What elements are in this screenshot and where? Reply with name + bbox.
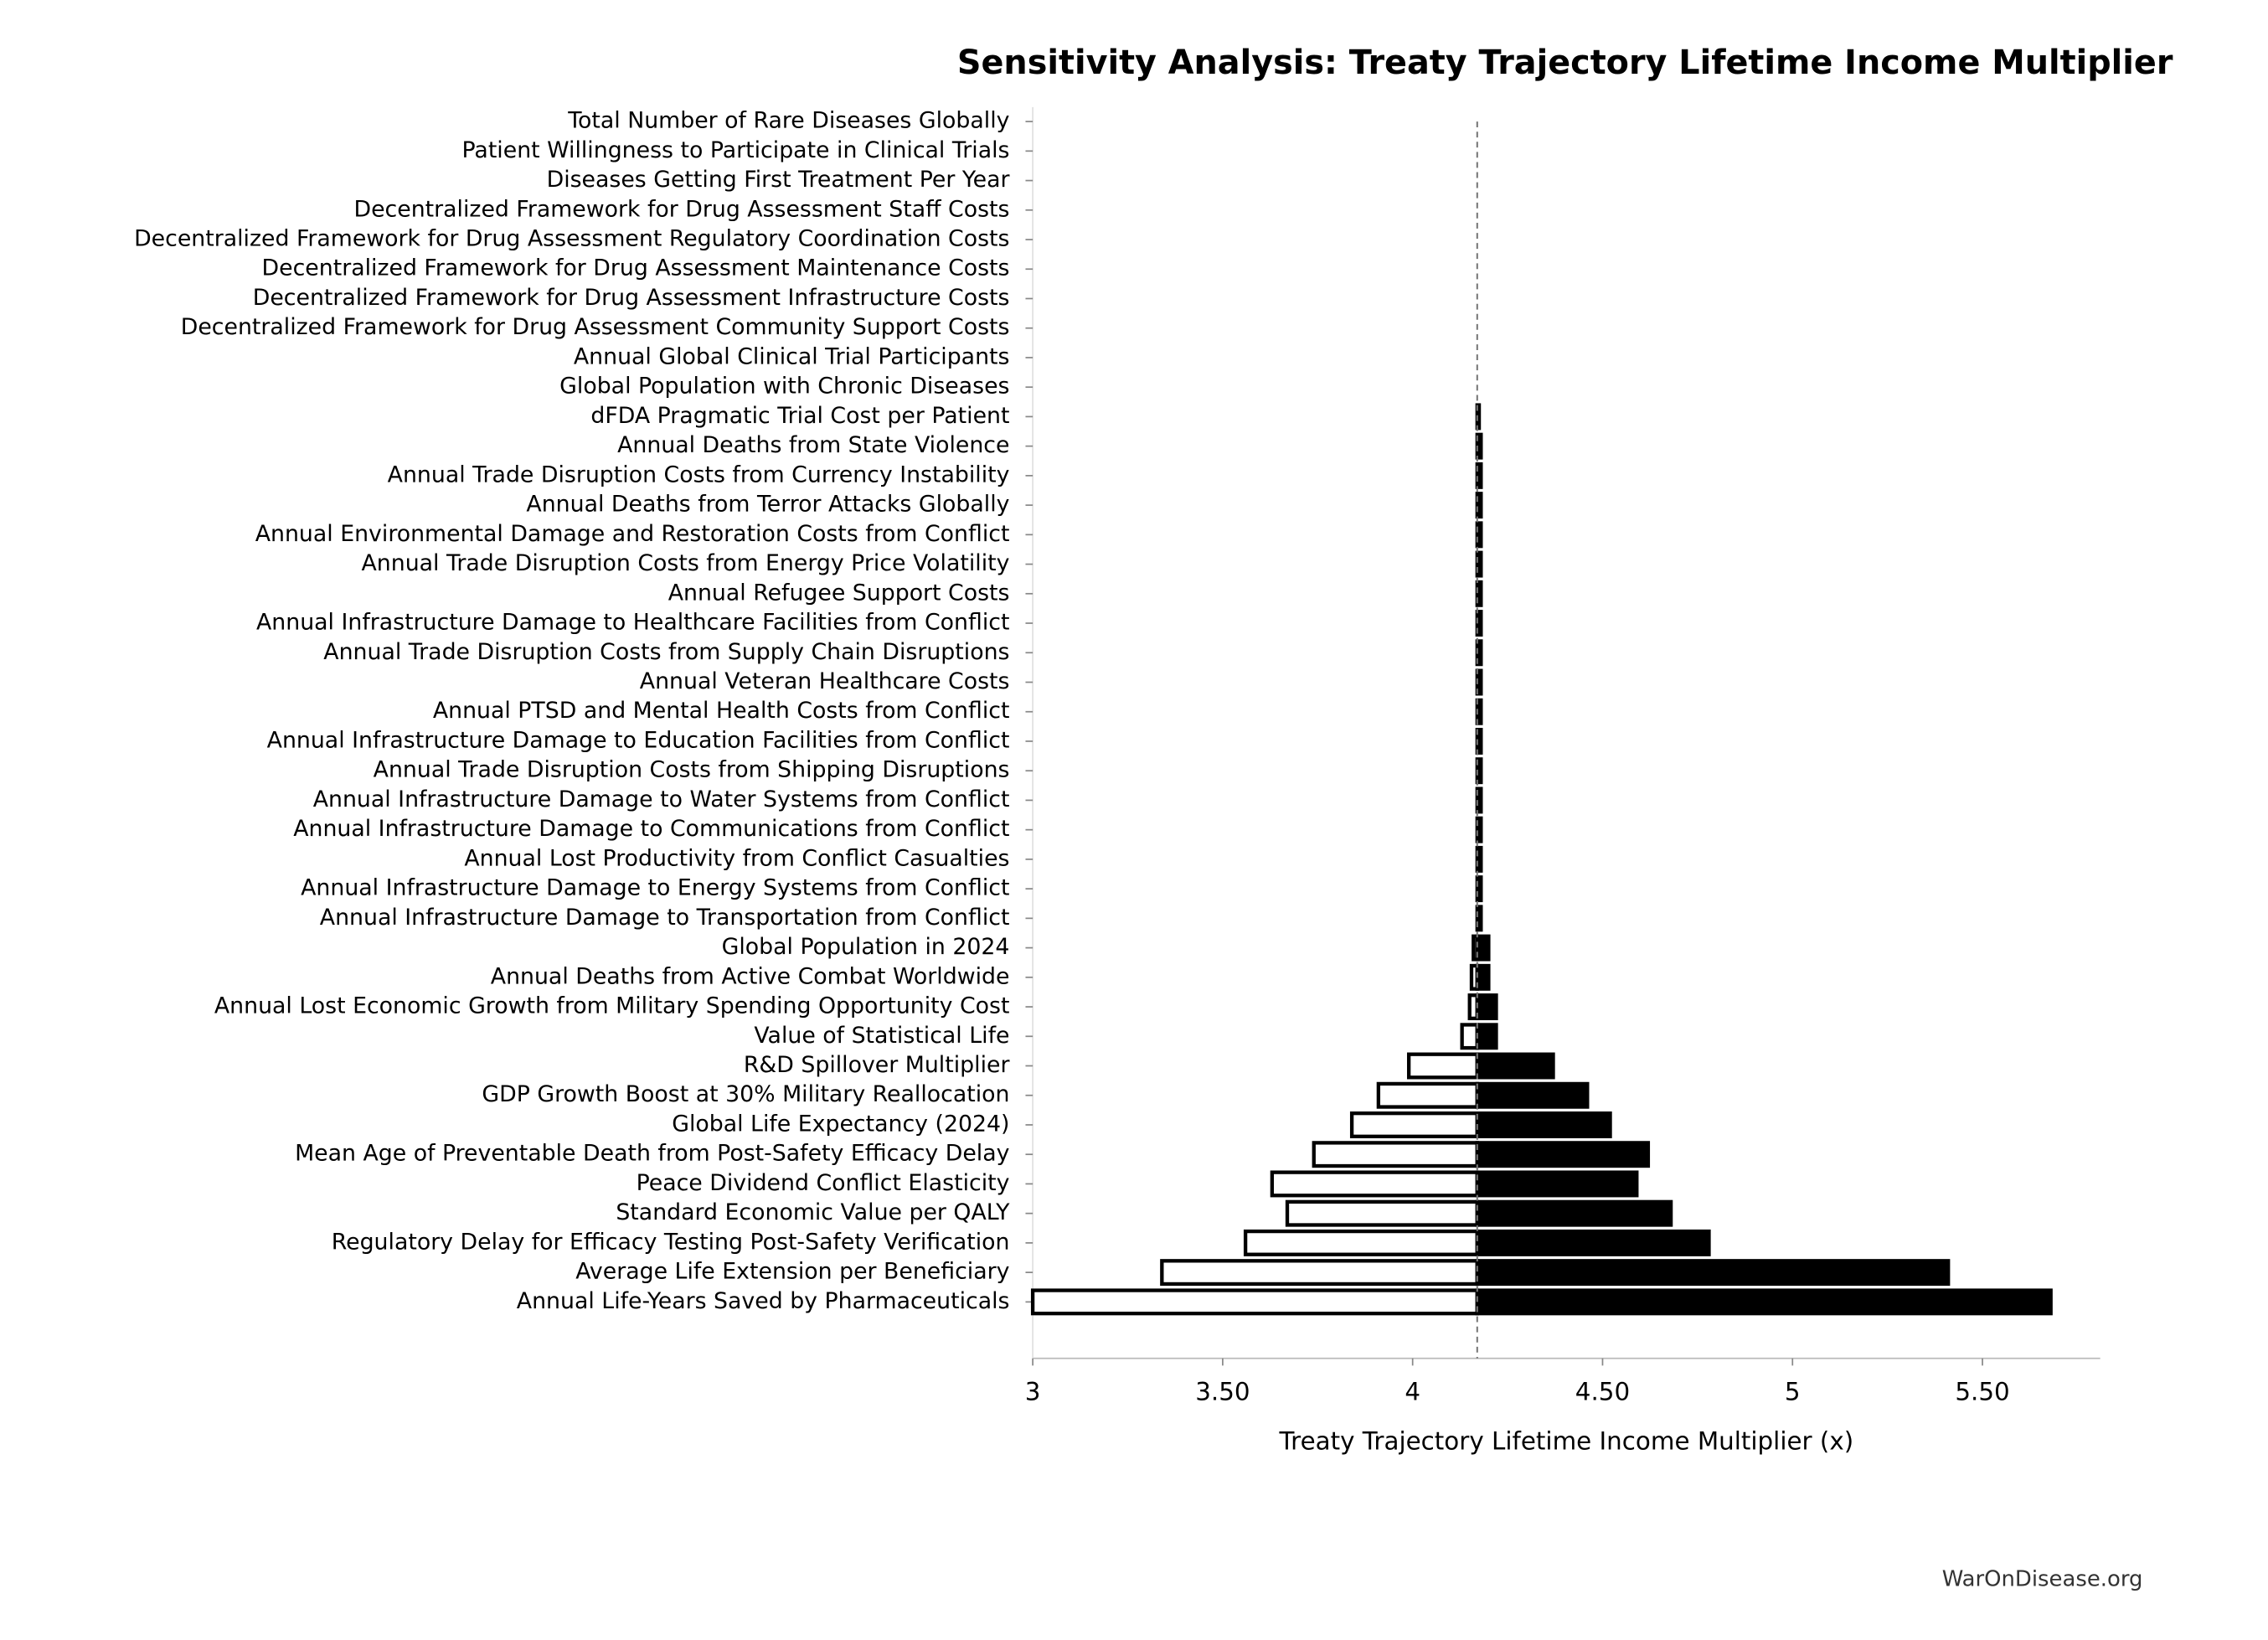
low-bar (1243, 1229, 1479, 1256)
y-tick-label: Annual Deaths from Terror Attacks Global… (526, 492, 1009, 518)
y-tick-label: Patient Willingness to Participate in Cl… (462, 137, 1010, 163)
high-bar (1475, 905, 1483, 932)
low-bar (1030, 1288, 1479, 1316)
y-tick-label: Value of Statistical Life (754, 1023, 1009, 1049)
y-tick-label: Annual Infrastructure Damage to Water Sy… (313, 786, 1010, 812)
high-bar (1475, 993, 1498, 1021)
high-bar (1475, 1229, 1711, 1256)
low-bar (1285, 1199, 1479, 1227)
low-bar (1460, 1023, 1479, 1050)
y-tick-label: Annual Veteran Healthcare Costs (640, 668, 1010, 694)
x-axis-label: Treaty Trajectory Lifetime Income Multip… (1279, 1426, 1854, 1455)
high-bar (1475, 521, 1483, 549)
y-tick-label: Annual Trade Disruption Costs from Energ… (362, 550, 1010, 576)
low-bar (1349, 1111, 1479, 1138)
y-tick-label: Regulatory Delay for Efficacy Testing Po… (332, 1229, 1010, 1255)
high-bar (1475, 816, 1483, 843)
y-tick-label: GDP Growth Boost at 30% Military Realloc… (482, 1081, 1009, 1107)
y-tick-label: Annual Lost Economic Growth from Militar… (214, 993, 1010, 1019)
low-bar (1160, 1259, 1479, 1287)
y-tick-label: Annual Refugee Support Costs (668, 580, 1010, 606)
high-bar (1475, 1141, 1651, 1168)
y-tick-label: Decentralized Framework for Drug Assessm… (253, 285, 1010, 311)
high-bar (1475, 580, 1483, 607)
high-bar (1475, 963, 1491, 991)
high-bar (1475, 492, 1483, 519)
high-bar (1475, 1199, 1673, 1227)
high-bar (1475, 1288, 2053, 1316)
y-tick-label: Total Number of Rare Diseases Globally (567, 108, 1009, 134)
y-tick-label: Annual Deaths from Active Combat Worldwi… (491, 963, 1010, 989)
high-bar (1475, 1023, 1498, 1050)
y-tick-label: Annual Trade Disruption Costs from Curre… (388, 462, 1010, 487)
y-tick-label: Average Life Extension per Beneficiary (575, 1259, 1009, 1285)
y-tick-label: Decentralized Framework for Drug Assessm… (181, 314, 1010, 340)
high-bar (1475, 1170, 1639, 1198)
high-bar (1475, 1111, 1612, 1138)
y-tick-label: Annual Infrastructure Damage to Communic… (293, 816, 1009, 842)
y-tick-label: R&D Spillover Multiplier (744, 1052, 1010, 1078)
x-tick-label: 5.50 (1955, 1378, 2009, 1406)
y-tick-label: Diseases Getting First Treatment Per Yea… (547, 167, 1010, 193)
high-bar (1475, 934, 1491, 962)
y-tick-label: Annual Global Clinical Trial Participant… (574, 343, 1010, 369)
y-tick-label: dFDA Pragmatic Trial Cost per Patient (590, 403, 1009, 429)
y-tick-label: Global Life Expectancy (2024) (672, 1111, 1009, 1137)
low-bar (1312, 1141, 1479, 1168)
y-tick-label: Annual Environmental Damage and Restorat… (255, 521, 1010, 547)
y-tick-label: Annual PTSD and Mental Health Costs from… (433, 698, 1010, 724)
x-tick-label: 4.50 (1575, 1378, 1630, 1406)
high-bar (1475, 550, 1483, 578)
x-tick-label: 3.50 (1195, 1378, 1250, 1406)
y-tick-label: Mean Age of Preventable Death from Post-… (295, 1141, 1010, 1167)
y-tick-label: Annual Deaths from State Violence (617, 432, 1009, 458)
y-tick-label: Annual Trade Disruption Costs from Shipp… (374, 757, 1010, 783)
high-bar (1475, 875, 1483, 903)
source-note: WarOnDisease.org (1942, 1566, 2143, 1591)
high-bar (1475, 462, 1483, 489)
x-tick-label: 3 (1025, 1378, 1041, 1406)
chart-title: Sensitivity Analysis: Treaty Trajectory … (957, 44, 2173, 82)
y-tick-label: Annual Infrastructure Damage to Transpor… (320, 905, 1010, 931)
y-tick-label: Global Population with Chronic Diseases (559, 374, 1009, 400)
y-tick-label: Annual Infrastructure Damage to Educatio… (267, 727, 1010, 753)
y-tick-label: Decentralized Framework for Drug Assessm… (262, 255, 1010, 281)
y-tick-label: Annual Infrastructure Damage to Healthca… (256, 610, 1009, 636)
y-tick-label: Decentralized Framework for Drug Assessm… (134, 226, 1009, 252)
high-bar (1475, 845, 1483, 873)
y-tick-label: Standard Economic Value per QALY (616, 1199, 1010, 1225)
y-tick-label: Decentralized Framework for Drug Assessm… (354, 196, 1010, 222)
y-tick-label: Annual Life-Years Saved by Pharmaceutica… (517, 1288, 1010, 1314)
y-tick-label: Peace Dividend Conflict Elasticity (637, 1170, 1010, 1196)
high-bar (1475, 1052, 1555, 1080)
y-tick-label: Annual Trade Disruption Costs from Suppl… (323, 639, 1009, 665)
high-bar (1475, 1081, 1590, 1109)
low-bar (1406, 1052, 1479, 1080)
y-tick-label: Annual Infrastructure Damage to Energy S… (301, 875, 1009, 901)
low-bar (1376, 1081, 1479, 1109)
y-tick-label: Global Population in 2024 (722, 934, 1010, 960)
low-bar (1270, 1170, 1479, 1198)
y-tick-label: Annual Lost Productivity from Conflict C… (464, 845, 1009, 871)
high-bar (1475, 1259, 1951, 1287)
x-tick-label: 5 (1785, 1378, 1801, 1406)
x-tick-label: 4 (1405, 1378, 1420, 1406)
